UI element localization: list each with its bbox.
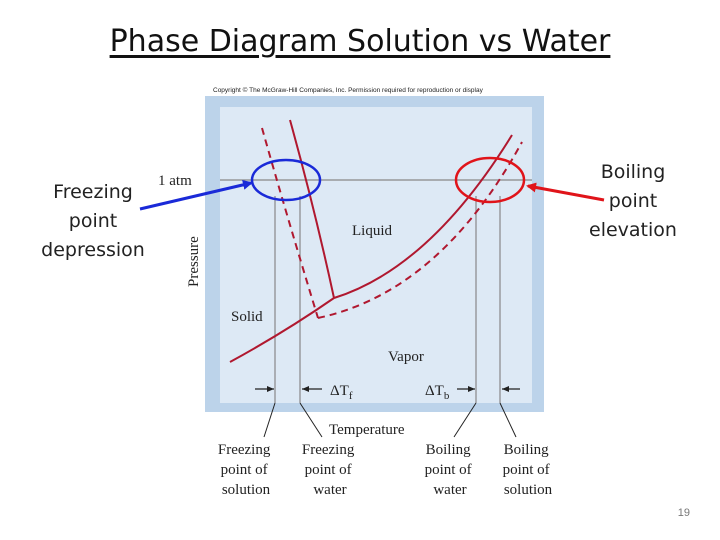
liquid-region-label: Liquid: [352, 223, 392, 239]
slide-title: Phase Diagram Solution vs Water: [109, 24, 611, 59]
vapor-region-label: Vapor: [388, 349, 424, 365]
delta-tb-label: ΔTb: [425, 383, 450, 402]
slide-number: 19: [677, 507, 690, 519]
boiling-highlight-ellipse: [454, 156, 526, 204]
temperature-axis-label: Temperature: [329, 422, 405, 438]
one-atm-label: 1 atm: [158, 173, 192, 189]
boiling-point-solution-label: Boiling point of solution: [503, 442, 554, 498]
freezing-point-depression-callout: Freezing point depression: [30, 178, 156, 265]
callout-line: elevation: [589, 219, 677, 241]
callout-line: Freezing: [53, 181, 133, 203]
water-sublimation-curve: [229, 297, 335, 363]
leader-line: [263, 402, 276, 438]
plot-area: [220, 107, 532, 403]
boiling-point-water-label: Boiling point of water: [425, 442, 476, 498]
freezing-callout-arrow: [139, 179, 253, 211]
freezing-point-water-label: Freezing point of water: [302, 442, 358, 498]
callout-line: point: [68, 210, 118, 232]
boiling-callout-arrow: [526, 182, 605, 202]
copyright-notice: Copyright © The McGraw-Hill Companies, I…: [213, 86, 484, 94]
solution-vaporization-curve: [317, 141, 523, 319]
delta-tf-label: ΔTf: [330, 383, 353, 402]
leader-line: [453, 402, 477, 438]
callout-line: point: [608, 190, 658, 212]
freezing-point-solution-label: Freezing point of solution: [218, 442, 274, 498]
leader-line: [299, 402, 323, 438]
callout-line: Boiling: [600, 161, 666, 183]
solution-fusion-curve: [261, 127, 319, 319]
callout-line: depression: [41, 239, 145, 261]
leader-line: [499, 402, 517, 438]
boiling-point-elevation-callout: Boiling point elevation: [582, 158, 684, 245]
water-vaporization-curve: [333, 134, 513, 299]
solid-region-label: Solid: [231, 309, 263, 325]
water-fusion-curve: [289, 119, 335, 299]
pressure-axis-label: Pressure: [186, 236, 202, 287]
